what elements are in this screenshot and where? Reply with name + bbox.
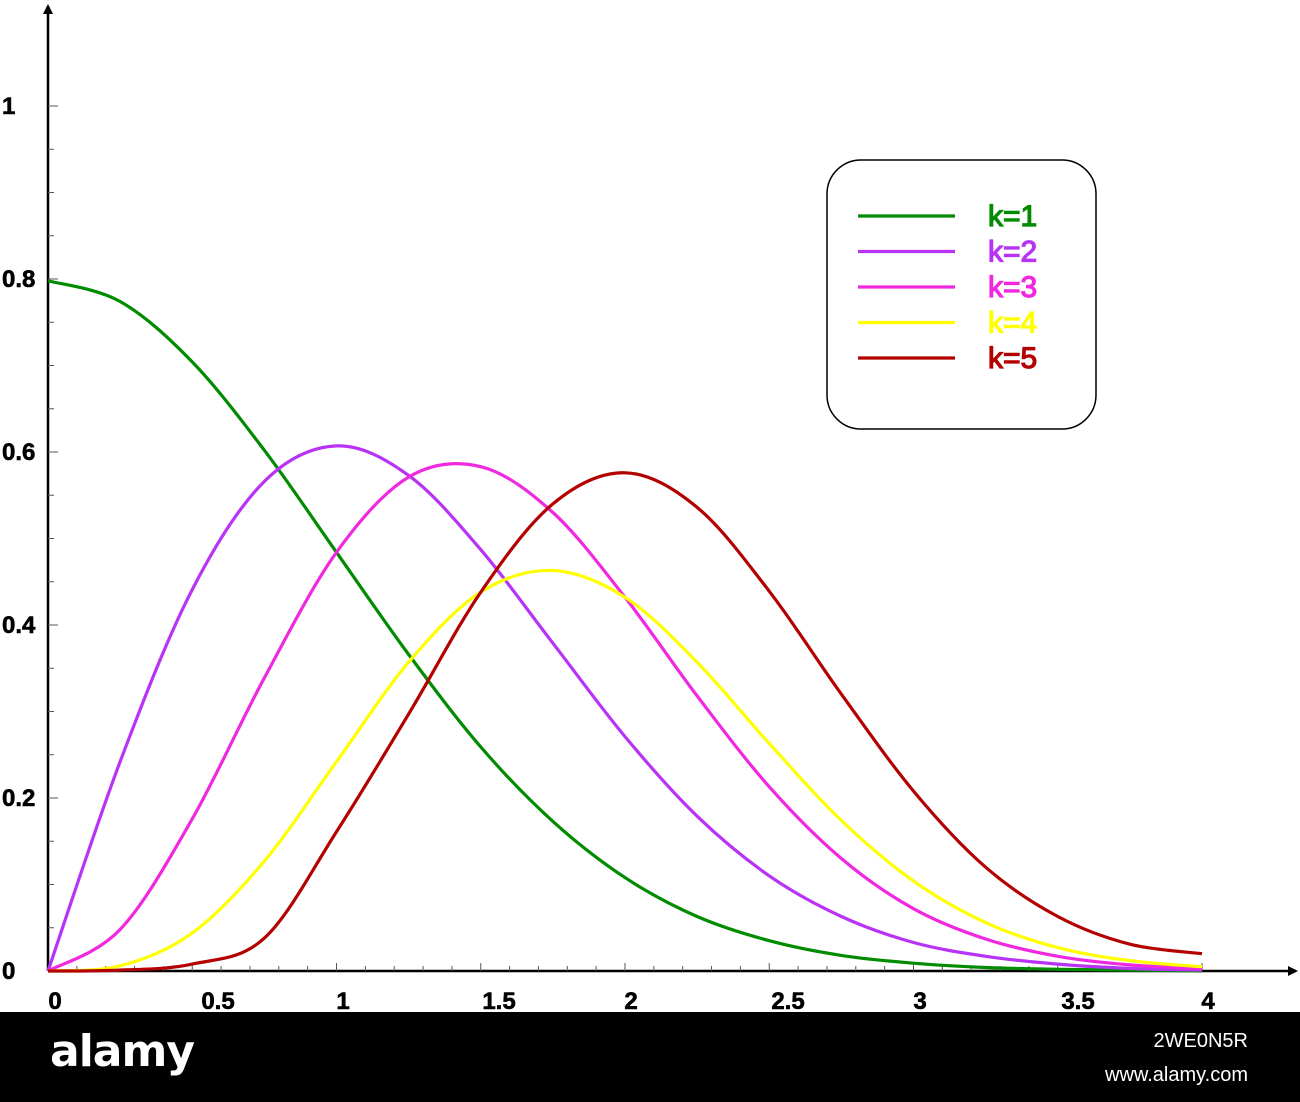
x-tick-label: 0.5 <box>201 988 234 1012</box>
watermark-image-id: 2WE0N5R <box>1153 1030 1248 1052</box>
series-line-k=5 <box>47 471 1203 973</box>
series-lines <box>46 279 1203 973</box>
watermark-bar: alamy 2WE0N5R www.alamy.com <box>0 1012 1300 1102</box>
series-line-k=2 <box>46 444 1203 972</box>
legend: k=1k=2k=3k=4k=5 <box>826 159 1097 430</box>
y-tick-label: 1 <box>2 93 15 120</box>
legend-box <box>826 159 1097 430</box>
x-tick-label: 3 <box>913 988 926 1012</box>
axes: 0 0.5 1 1.5 2 2.5 3 3.5 4 0 0.2 0.4 0.6 0.8 1 <box>2 4 1298 1012</box>
legend-label-k=5: k=5 <box>988 342 1037 375</box>
x-tick-label: 2 <box>624 988 637 1012</box>
legend-label-k=1: k=1 <box>988 200 1037 233</box>
x-tick-label: 4 <box>1201 988 1215 1012</box>
legend-label-k=3: k=3 <box>988 271 1037 304</box>
series-line-k=1 <box>47 279 1203 973</box>
x-tick-label: 2.5 <box>771 988 804 1012</box>
x-tick-label: 1.5 <box>482 988 515 1012</box>
line-chart: 0 0.5 1 1.5 2 2.5 3 3.5 400.20.40.60.81 k=1k=2k=… <box>2 4 1298 1012</box>
x-tick-label: 1 <box>336 988 349 1012</box>
legend-label-k=4: k=4 <box>988 307 1037 340</box>
y-tick-label: 0.8 <box>2 266 35 293</box>
y-tick-label: 0.2 <box>2 785 35 812</box>
x-tick-label: 0 <box>48 988 61 1012</box>
watermark-brand: alamy <box>50 1026 195 1077</box>
series-line-k=4 <box>47 568 1203 973</box>
y-tick-label: 0 <box>2 958 15 985</box>
y-tick-label: 0.4 <box>2 612 36 639</box>
x-tick-label: 3.5 <box>1061 988 1094 1012</box>
y-tick-label: 0.6 <box>2 439 35 466</box>
legend-label-k=2: k=2 <box>988 236 1037 269</box>
watermark-url: www.alamy.com <box>1105 1064 1248 1086</box>
series-line-k=3 <box>47 461 1203 973</box>
